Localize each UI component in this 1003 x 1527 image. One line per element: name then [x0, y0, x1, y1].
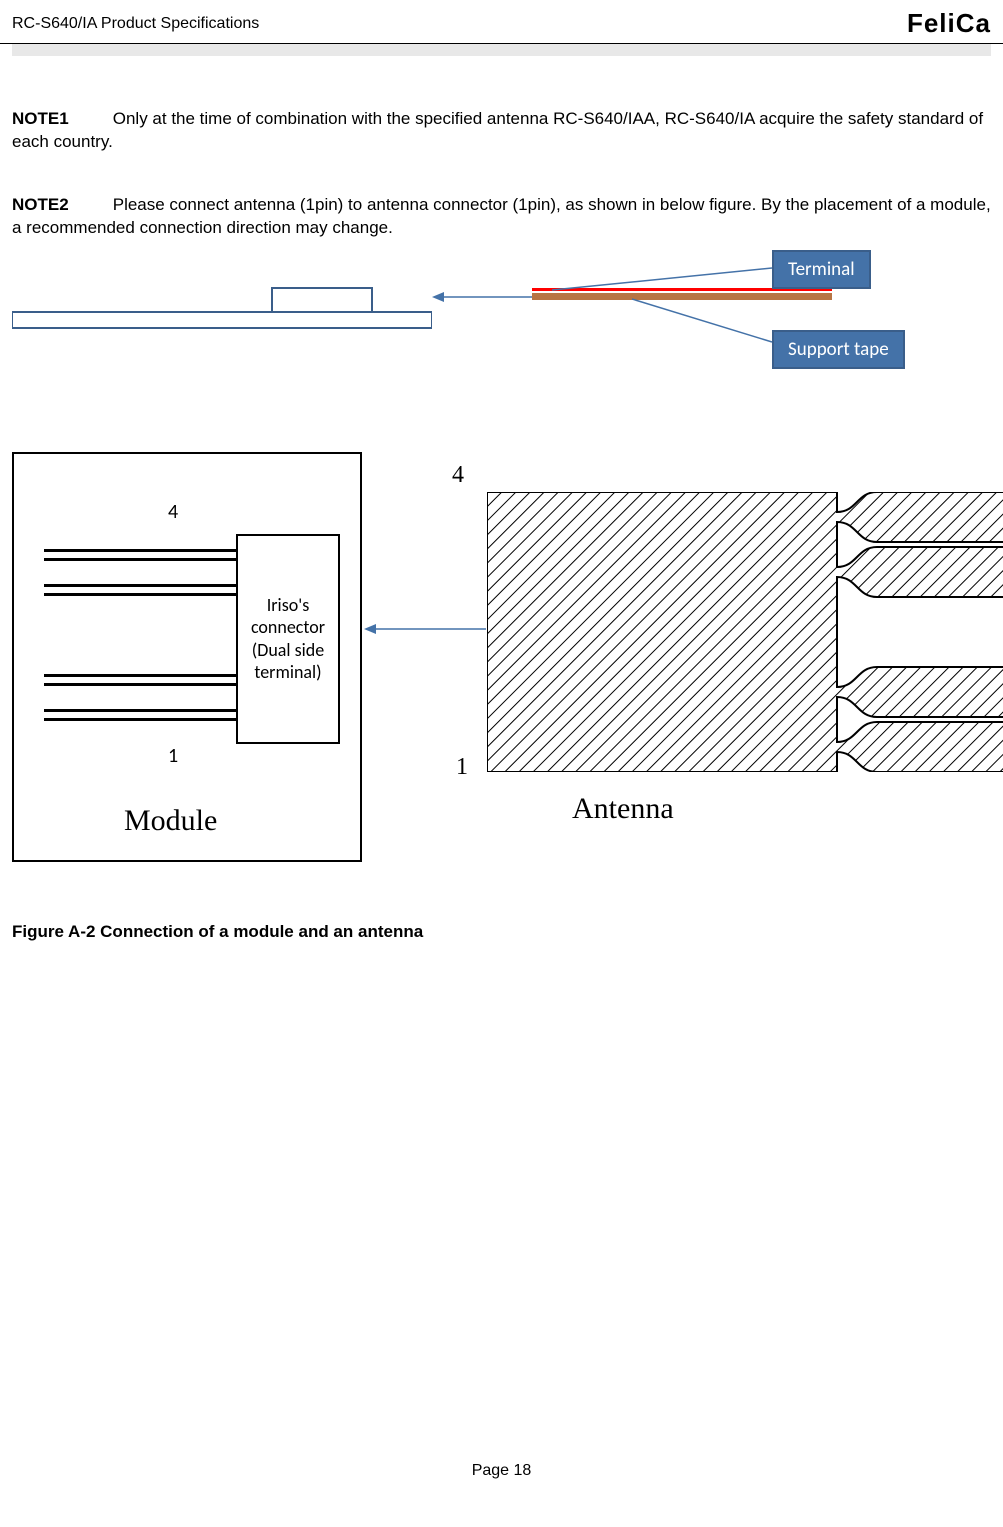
module-side-svg — [12, 284, 432, 334]
page-footer: Page 18 — [12, 1462, 991, 1480]
note2: NOTE2 Please connect antenna (1pin) to a… — [12, 194, 991, 240]
header-separator — [12, 44, 991, 56]
figure-caption: Figure A-2 Connection of a module and an… — [12, 922, 991, 942]
header-title: RC-S640/IA Product Specifications — [12, 15, 259, 33]
arrow-insert-icon — [432, 290, 542, 304]
felica-logo: FeliCa — [907, 8, 991, 39]
note1-label: NOTE1 — [12, 108, 108, 131]
antenna-pin4-label: 4 — [452, 462, 464, 489]
note2-label: NOTE2 — [12, 194, 108, 217]
connector-text: Iriso's connector (Dual side terminal) — [238, 594, 338, 684]
note2-text: Please connect antenna (1pin) to antenna… — [12, 195, 991, 237]
antenna-label: Antenna — [572, 792, 674, 826]
module-box: 4 1 Iriso's connector (Dual side termina… — [12, 452, 362, 862]
module-pin4-label: 4 — [168, 500, 178, 524]
support-tape-pointer — [632, 297, 782, 347]
note1: NOTE1 Only at the time of combination wi… — [12, 108, 991, 154]
terminal-callout: Terminal — [772, 250, 871, 289]
support-tape-callout: Support tape — [772, 330, 905, 369]
module-pin-line-1 — [44, 709, 236, 721]
module-pin-line-4 — [44, 549, 236, 561]
module-label: Module — [124, 804, 217, 838]
module-pin-line-2 — [44, 674, 236, 686]
antenna-pin1-label: 1 — [456, 754, 468, 781]
diagram-side-view: Terminal Support tape — [12, 252, 991, 432]
module-pin1-label: 1 — [168, 744, 178, 768]
iriso-connector-box: Iriso's connector (Dual side terminal) — [236, 534, 340, 744]
diagram-connector: 4 1 Iriso's connector (Dual side termina… — [12, 442, 991, 872]
module-pin-line-3 — [44, 584, 236, 596]
page-header: RC-S640/IA Product Specifications FeliCa — [0, 0, 1003, 44]
arrow-connector-icon — [364, 622, 486, 636]
antenna-drawing — [487, 492, 1003, 772]
page-content: NOTE1 Only at the time of combination wi… — [0, 56, 1003, 1492]
note1-text: Only at the time of combination with the… — [12, 109, 983, 151]
terminal-pointer — [552, 260, 772, 292]
